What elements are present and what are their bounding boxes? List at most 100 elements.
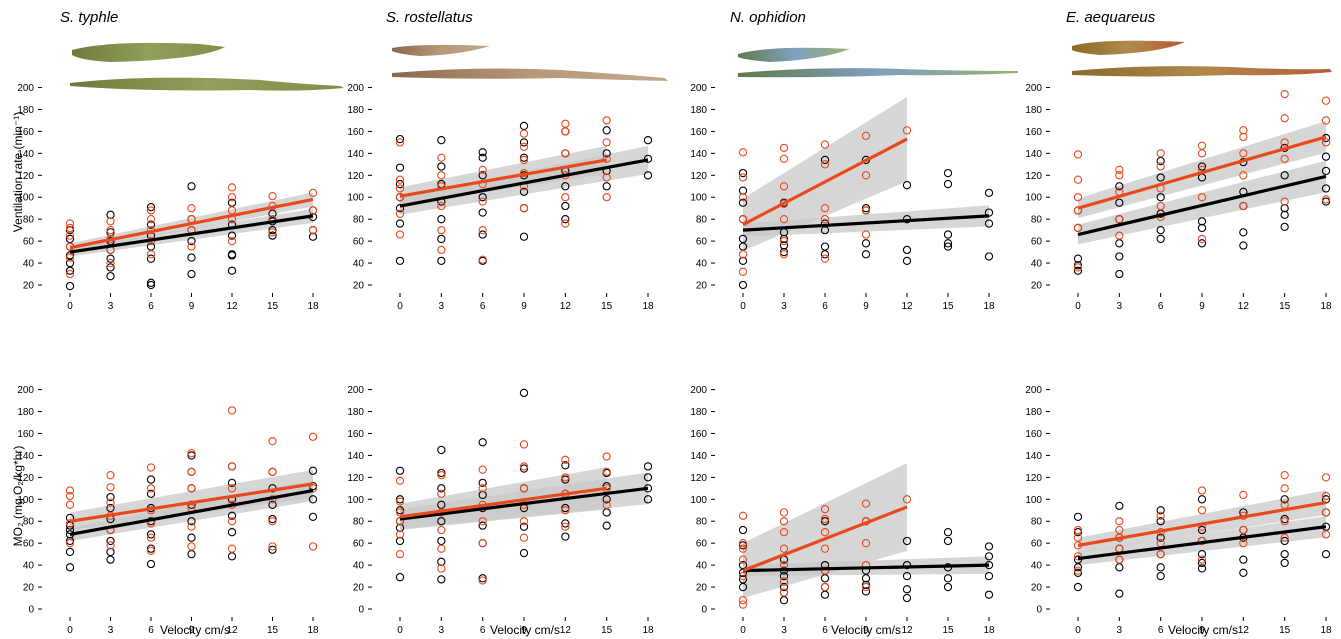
x-tick-label: 15 bbox=[601, 301, 613, 312]
data-point-series-1 bbox=[821, 255, 828, 262]
y-tick-label: 20 bbox=[1031, 281, 1043, 292]
y-tick-label: 120 bbox=[1025, 171, 1042, 182]
y-tick-label: 180 bbox=[17, 407, 34, 418]
data-point-series-0 bbox=[903, 594, 910, 601]
x-tick-label: 0 bbox=[740, 625, 746, 636]
x-tick-label: 3 bbox=[781, 301, 787, 312]
y-tick-label: 200 bbox=[17, 83, 34, 94]
data-point-series-0 bbox=[1116, 253, 1123, 260]
y-tick-label: 40 bbox=[696, 561, 708, 572]
y-tick-label: 160 bbox=[347, 127, 364, 138]
panel-4: 0204060801001201401601802000 3 6 9 12 15 18 bbox=[17, 385, 319, 636]
y-tick-label: 100 bbox=[690, 495, 707, 506]
data-point-series-1 bbox=[1198, 487, 1205, 494]
data-point-series-0 bbox=[228, 529, 235, 536]
data-point-series-1 bbox=[780, 509, 787, 516]
y-tick-label: 180 bbox=[1025, 105, 1042, 116]
panel-6: 0204060801001201401601802000 3 6 9 12 15 18 bbox=[690, 385, 995, 636]
y-tick-label: 200 bbox=[690, 385, 707, 396]
x-tick-label: 6 bbox=[1158, 625, 1164, 636]
data-point-series-1 bbox=[228, 194, 235, 201]
data-point-series-0 bbox=[1281, 223, 1288, 230]
data-point-series-1 bbox=[821, 583, 828, 590]
x-tick-label: 0 bbox=[67, 625, 73, 636]
panel-3: 204060801001201401601802000 3 6 9 12 15 18 bbox=[1025, 83, 1332, 312]
data-point-series-1 bbox=[188, 543, 195, 550]
y-tick-label: 20 bbox=[696, 583, 708, 594]
y-tick-label: 80 bbox=[696, 517, 708, 528]
y-tick-label: 80 bbox=[353, 517, 365, 528]
x-tick-label: 9 bbox=[521, 301, 527, 312]
x-tick-label: 3 bbox=[1117, 625, 1123, 636]
data-point-series-1 bbox=[739, 268, 746, 275]
data-point-series-0 bbox=[107, 273, 114, 280]
data-point-series-0 bbox=[438, 537, 445, 544]
x-tick-label: 9 bbox=[863, 301, 869, 312]
data-point-series-0 bbox=[1157, 227, 1164, 234]
data-point-series-0 bbox=[1116, 590, 1123, 597]
data-point-series-1 bbox=[107, 259, 114, 266]
data-point-series-0 bbox=[603, 183, 610, 190]
panel-title-s-rostellatus: S. rostellatus bbox=[386, 9, 473, 26]
x-tick-label: 3 bbox=[781, 625, 787, 636]
y-tick-label: 60 bbox=[696, 237, 708, 248]
data-point-series-0 bbox=[1074, 583, 1081, 590]
data-point-series-1 bbox=[739, 174, 746, 181]
data-point-series-0 bbox=[1116, 240, 1123, 247]
data-point-series-0 bbox=[479, 439, 486, 446]
x-tick-label: 18 bbox=[1320, 625, 1332, 636]
data-point-series-1 bbox=[520, 205, 527, 212]
data-point-series-1 bbox=[1240, 491, 1247, 498]
y-tick-label: 40 bbox=[353, 259, 365, 270]
fish-illustration-s-rostellatus bbox=[392, 45, 668, 81]
data-point-series-0 bbox=[438, 235, 445, 242]
data-point-series-1 bbox=[562, 194, 569, 201]
x-tick-label: 15 bbox=[942, 301, 954, 312]
x-tick-label: 18 bbox=[983, 625, 995, 636]
x-tick-label: 9 bbox=[863, 625, 869, 636]
y-tick-label: 200 bbox=[17, 385, 34, 396]
x-tick-label: 12 bbox=[226, 625, 238, 636]
data-point-series-0 bbox=[739, 526, 746, 533]
data-point-series-1 bbox=[228, 238, 235, 245]
y-tick-label: 120 bbox=[347, 171, 364, 182]
y-tick-label: 60 bbox=[353, 539, 365, 550]
panel-title-s-typhle: S. typhle bbox=[60, 9, 118, 26]
y-tick-label: 200 bbox=[690, 83, 707, 94]
data-point-series-1 bbox=[269, 468, 276, 475]
data-point-series-0 bbox=[66, 564, 73, 571]
data-point-series-1 bbox=[479, 227, 486, 234]
data-point-series-1 bbox=[1198, 507, 1205, 514]
y-tick-label: 160 bbox=[690, 127, 707, 138]
data-point-series-1 bbox=[1116, 166, 1123, 173]
fish-illustration-n-ophidion bbox=[738, 48, 1018, 77]
ci-band-series-1 bbox=[743, 463, 907, 598]
x-tick-label: 3 bbox=[108, 625, 114, 636]
data-point-series-1 bbox=[1116, 518, 1123, 525]
data-point-series-0 bbox=[1198, 496, 1205, 503]
data-point-series-1 bbox=[396, 176, 403, 183]
x-tick-label: 12 bbox=[560, 625, 572, 636]
y-tick-label: 20 bbox=[353, 583, 365, 594]
panel-title-n-ophidion: N. ophidion bbox=[730, 9, 806, 26]
y-tick-label: 120 bbox=[1025, 473, 1042, 484]
y-tick-label: 100 bbox=[690, 193, 707, 204]
data-point-series-0 bbox=[228, 267, 235, 274]
data-point-series-1 bbox=[1198, 150, 1205, 157]
data-point-series-0 bbox=[396, 574, 403, 581]
data-point-series-1 bbox=[1198, 235, 1205, 242]
data-point-series-0 bbox=[862, 251, 869, 258]
data-point-series-0 bbox=[147, 560, 154, 567]
y-tick-label: 40 bbox=[353, 561, 365, 572]
data-point-series-1 bbox=[1281, 91, 1288, 98]
data-point-series-1 bbox=[479, 540, 486, 547]
data-point-series-0 bbox=[520, 233, 527, 240]
data-point-series-0 bbox=[985, 189, 992, 196]
xlabel-panel-1: Velocity cm/s bbox=[160, 623, 230, 637]
y-tick-label: 140 bbox=[347, 451, 364, 462]
data-point-series-1 bbox=[228, 407, 235, 414]
y-tick-label: 180 bbox=[690, 407, 707, 418]
data-point-series-0 bbox=[188, 551, 195, 558]
data-point-series-0 bbox=[1281, 559, 1288, 566]
data-point-series-1 bbox=[438, 172, 445, 179]
